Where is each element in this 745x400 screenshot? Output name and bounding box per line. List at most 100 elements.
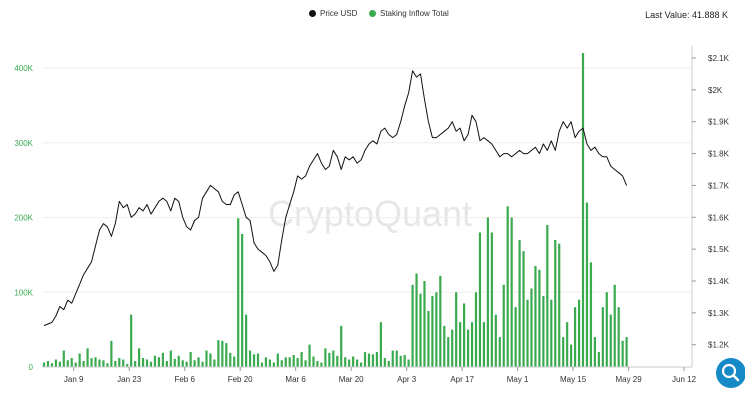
- inflow-bar: [435, 292, 438, 367]
- price-line-path: [43, 70, 628, 327]
- inflow-bar: [558, 243, 561, 367]
- y-left-tick-label: 400K: [14, 64, 33, 73]
- inflow-bar: [248, 350, 252, 367]
- inflow-bar: [609, 314, 612, 367]
- inflow-bar: [54, 359, 57, 367]
- x-tick-label: Jun 12: [672, 375, 697, 384]
- inflow-bar: [522, 251, 525, 367]
- last-value-readout: Last Value: 41.888 K: [645, 10, 728, 20]
- inflow-bar: [534, 266, 537, 367]
- inflow-bar: [161, 352, 164, 367]
- inflow-bar: [110, 340, 113, 367]
- inflow-bar: [621, 340, 624, 367]
- inflow-bar: [201, 361, 204, 367]
- inflow-bar: [375, 352, 379, 367]
- inflow-bar: [573, 307, 577, 367]
- inflow-bar: [601, 307, 604, 367]
- inflow-bar: [502, 284, 505, 367]
- inflow-bar: [58, 361, 61, 367]
- inflow-bar: [42, 362, 46, 367]
- inflow-bar: [193, 360, 196, 367]
- y-right-tick-label: $1.3K: [708, 309, 730, 318]
- inflow-bar: [284, 357, 287, 367]
- inflow-bar: [538, 269, 541, 367]
- inflow-bar: [189, 352, 192, 367]
- inflow-bar: [423, 281, 426, 367]
- inflow-bar: [197, 357, 200, 367]
- legend-dot-price: [309, 10, 316, 17]
- x-tick-label: May 1: [507, 375, 529, 384]
- inflow-bar: [474, 292, 478, 367]
- inflow-bar: [597, 352, 600, 367]
- inflow-bar: [102, 360, 105, 367]
- inflow-bar: [320, 362, 323, 367]
- inflow-bar: [82, 361, 85, 367]
- inflow-bar: [66, 360, 69, 367]
- inflow-bar: [451, 329, 454, 367]
- inflow-bar: [217, 340, 220, 367]
- inflow-bar: [340, 325, 343, 367]
- y-right-tick-label: $1.2K: [708, 341, 730, 350]
- y-axis-left: 0 100K 200K 300K 400K: [14, 64, 33, 372]
- y-right-tick-label: $2.1K: [708, 54, 730, 63]
- legend-label-inflow: Staking Inflow Total: [380, 9, 449, 18]
- inflow-bar: [482, 322, 486, 367]
- inflow-bar: [581, 53, 585, 368]
- inflow-bar: [585, 202, 589, 367]
- inflow-bar: [213, 359, 216, 367]
- inflow-bar: [241, 233, 244, 367]
- inflow-bar: [50, 363, 54, 367]
- inflow-bar: [268, 359, 271, 367]
- x-tick-label: Feb 6: [174, 375, 195, 384]
- inflow-bar: [359, 362, 363, 367]
- inflow-bar: [312, 356, 315, 367]
- inflow-bar: [106, 363, 109, 367]
- inflow-bar: [177, 355, 180, 367]
- inflow-bar: [145, 359, 149, 367]
- inflow-bar: [459, 322, 462, 367]
- search-button[interactable]: [716, 358, 745, 388]
- y-right-tick-label: $1.8K: [708, 150, 730, 159]
- inflow-bar: [395, 350, 398, 367]
- inflow-bar: [332, 350, 335, 367]
- inflow-bar: [153, 355, 157, 367]
- inflow-bar: [577, 299, 581, 367]
- inflow-bar: [391, 350, 394, 367]
- inflow-bar: [506, 206, 509, 367]
- inflow-bar: [443, 325, 446, 367]
- inflow-bar: [363, 352, 367, 367]
- inflow-bar: [169, 350, 172, 367]
- inflow-bar: [126, 364, 129, 367]
- inflow-bar: [46, 361, 50, 367]
- inflow-bar: [70, 358, 73, 367]
- inflow-bar: [90, 358, 93, 367]
- inflow-bar: [427, 310, 430, 367]
- inflow-bar: [264, 357, 268, 367]
- inflow-bar: [383, 358, 386, 367]
- inflow-bar: [518, 239, 521, 367]
- y-left-tick-label: 0: [29, 363, 34, 372]
- inflow-bar: [304, 360, 307, 367]
- inflow-bar: [245, 314, 248, 367]
- inflow-bar: [296, 358, 299, 367]
- inflow-bar: [554, 239, 557, 367]
- y-left-tick-label: 100K: [14, 288, 33, 297]
- inflow-bar: [407, 359, 410, 367]
- legend-item-inflow[interactable]: Staking Inflow Total: [369, 9, 449, 18]
- inflow-bar: [562, 337, 565, 367]
- x-tick-label: Apr 3: [397, 375, 417, 384]
- inflow-bar: [526, 299, 529, 367]
- inflow-bar: [233, 356, 236, 367]
- legend-item-price[interactable]: Price USD: [309, 9, 357, 18]
- x-tick-label: May 29: [615, 375, 642, 384]
- inflow-bar: [470, 322, 474, 367]
- inflow-bar: [237, 218, 240, 367]
- inflow-bar: [447, 337, 450, 367]
- inflow-bar: [134, 361, 137, 367]
- inflow-bar: [316, 361, 319, 367]
- inflow-bar: [403, 355, 406, 367]
- inflow-bar: [173, 358, 176, 367]
- inflow-bar: [344, 357, 347, 367]
- inflow-bar: [181, 360, 184, 367]
